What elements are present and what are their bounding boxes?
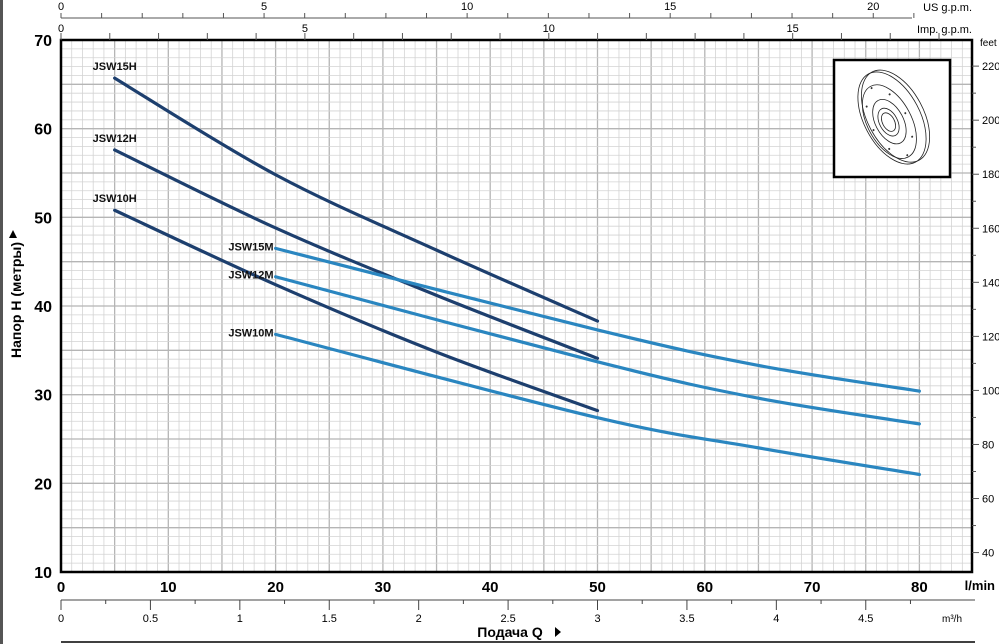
grid [61,40,972,572]
m3h-tick-label: 0.5 [143,613,158,625]
m3h-tick-label: 0 [58,613,64,625]
y-tick-label: 60 [34,122,52,139]
us-gpm-unit-label: US g.p.m. [923,2,972,14]
imp-gpm-tick-label: 0 [58,23,64,35]
m3h-tick-label: 4.5 [858,613,873,625]
curves: JSW15H JSW12H JSW10H JSW15M JSW12M JSW10M [93,61,921,477]
x-unit-label: l/min [965,578,995,593]
feet-tick-label: 60 [982,494,994,506]
curve-jsw15h [113,76,600,323]
us-gpm-tick-label: 10 [461,1,473,13]
x-axis-label: Подача Q [477,624,543,640]
imp-gpm-tick-label: 5 [302,23,308,35]
impeller-inset [832,58,952,179]
m3h-tick-label: 3.5 [679,613,694,625]
y-tick-label: 70 [34,33,52,50]
feet-tick-label: 160 [982,223,999,235]
x-tick-label: 80 [911,579,928,596]
feet-tick-label: 180 [982,169,999,181]
feet-unit-label: feet [980,38,997,49]
us-gpm-tick-label: 0 [58,1,64,13]
x-tick-label: 70 [804,579,821,596]
series-label: JSW10M [228,327,273,339]
y-tick-label: 20 [34,476,52,493]
x-tick-label: 30 [375,579,392,596]
x-tick-label: 0 [57,579,65,596]
y-tick-label: 50 [34,210,52,227]
series-label: JSW15H [93,61,137,73]
curve-jsw10m [274,332,921,477]
m3h-unit-label: m³/h [942,614,962,625]
x-tick-label: 50 [589,579,606,596]
curve-jsw10h [113,208,600,413]
y-tick-label: 10 [34,565,52,582]
x-tick-label: 20 [267,579,284,596]
series-label: JSW12H [93,133,137,145]
m3h-tick-label: 1.5 [322,613,337,625]
feet-tick-label: 220 [982,61,999,73]
curve-jsw12m [274,275,921,426]
feet-tick-label: 100 [982,385,999,397]
series-label: JSW12M [228,270,273,282]
x-tick-label: 40 [482,579,499,596]
m3h-tick-label: 2 [416,613,422,625]
impeller-icon [857,69,931,165]
x-tick-label: 60 [696,579,713,596]
imp-gpm-tick-label: 10 [543,23,555,35]
m3h-tick-label: 2.5 [500,613,515,625]
y-tick-label: 40 [34,299,52,316]
curve-jsw12h [113,148,600,360]
feet-tick-label: 200 [982,115,999,127]
feet-tick-label: 40 [982,548,994,560]
feet-tick-label: 140 [982,277,999,289]
y-axis-label: Напор H (метры) [8,242,24,358]
us-gpm-tick-label: 15 [664,1,676,13]
feet-tick-label: 120 [982,331,999,343]
y-axis-arrow-icon [9,230,17,238]
series-label: JSW15M [228,241,273,253]
m3h-tick-label: 1 [237,613,243,625]
x-axis-arrow-icon [555,627,561,637]
series-label: JSW10H [93,193,137,205]
x-tick-label: 10 [160,579,177,596]
curve-jsw15m [274,246,921,393]
feet-tick-label: 80 [982,439,994,451]
m3h-tick-label: 3 [594,613,600,625]
left-edge-bar [0,0,3,644]
imp-gpm-tick-label: 15 [787,23,799,35]
m3h-tick-label: 4 [773,613,779,625]
us-gpm-tick-label: 20 [867,1,879,13]
us-gpm-tick-label: 5 [261,1,267,13]
y-tick-label: 30 [34,388,52,405]
imp-gpm-unit-label: Imp. g.p.m. [917,24,972,36]
plot-frame [59,38,974,574]
